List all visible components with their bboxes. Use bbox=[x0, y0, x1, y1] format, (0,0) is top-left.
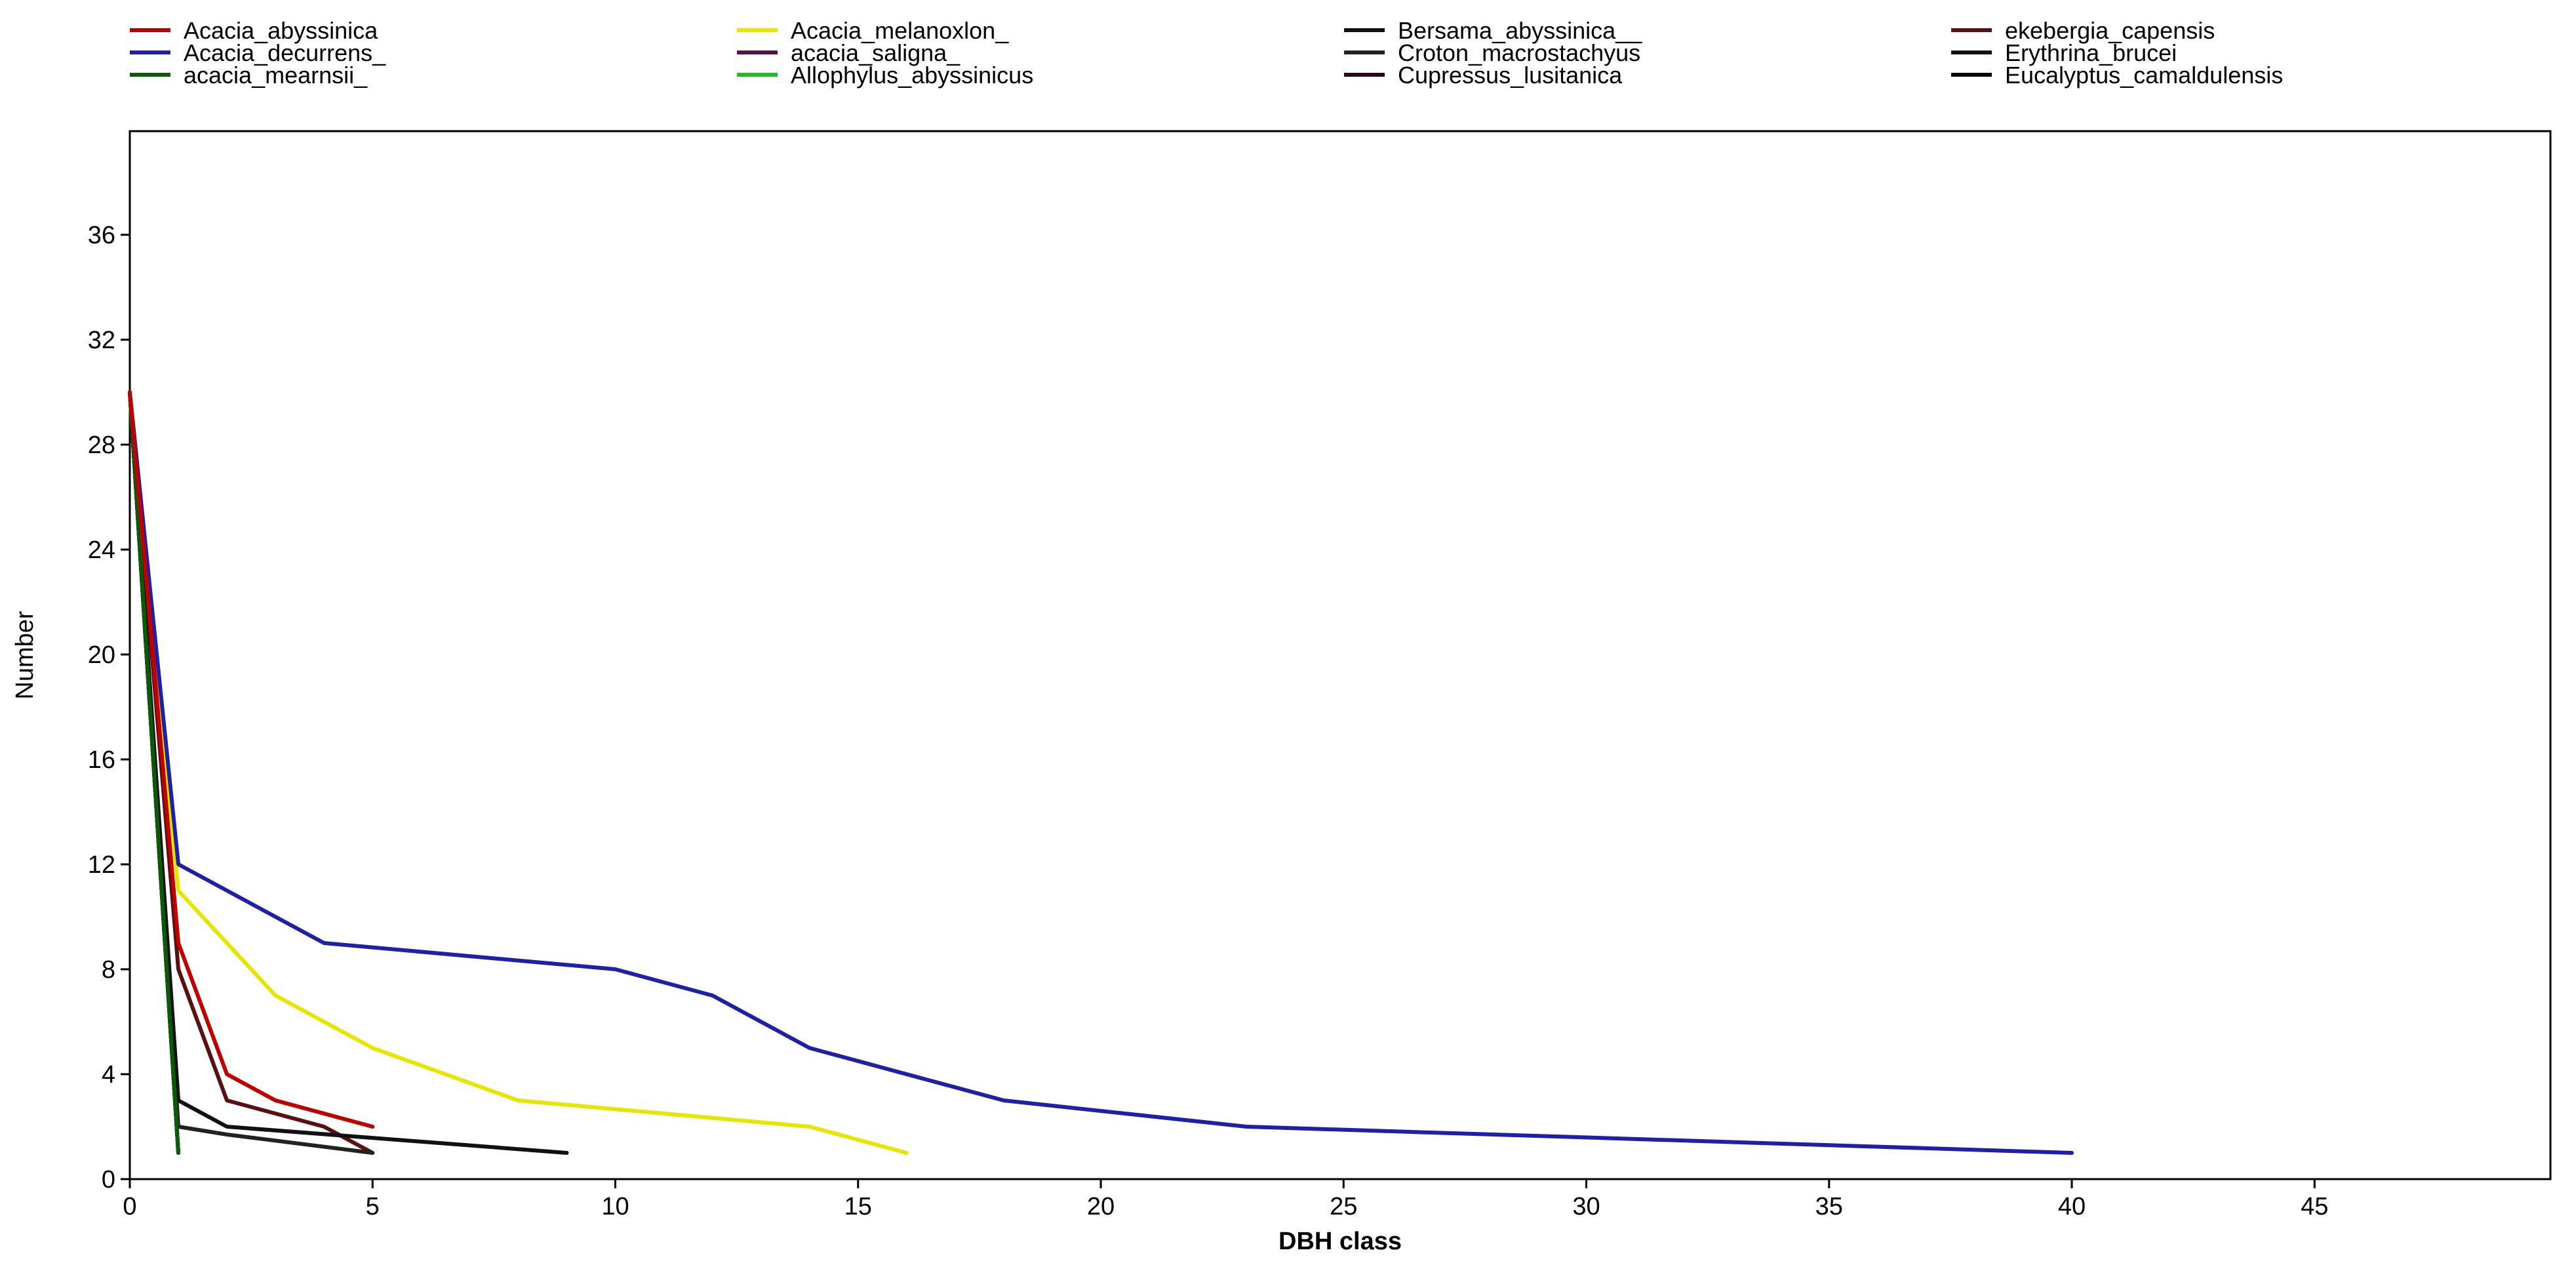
x-tick-label: 5 bbox=[366, 1193, 380, 1220]
legend-item: Acacia_decurrens_ bbox=[130, 39, 386, 66]
legend-item: acacia_mearnsii_ bbox=[130, 62, 368, 89]
legend-label: acacia_saligna_ bbox=[791, 39, 961, 66]
legend-label: ekebergia_capensis bbox=[2005, 17, 2215, 44]
legend-label: Acacia_abyssinica bbox=[184, 17, 378, 44]
legend-item: Acacia_abyssinica bbox=[130, 17, 378, 44]
legend-item: Eucalyptus_camaldulensis bbox=[1951, 62, 2283, 89]
x-tick-label: 0 bbox=[123, 1193, 136, 1220]
x-tick-label: 30 bbox=[1572, 1193, 1600, 1220]
legend-item: Bersama_abyssinica__ bbox=[1344, 17, 1642, 44]
y-tick-label: 0 bbox=[102, 1166, 115, 1194]
legend-item: Erythrina_brucei bbox=[1951, 39, 2177, 66]
legend-label: Bersama_abyssinica__ bbox=[1398, 17, 1642, 44]
series-line-acacia-melanoxlon bbox=[128, 390, 909, 1155]
series-line-acacia-abyssinica bbox=[128, 390, 375, 1129]
y-tick-label: 24 bbox=[88, 536, 115, 564]
y-axis: 0 4 8 12 16 20 24 28 32 36 bbox=[88, 222, 130, 1194]
y-tick-label: 36 bbox=[88, 222, 115, 249]
x-axis: 0 5 10 15 20 25 30 35 40 45 bbox=[123, 1179, 2328, 1220]
x-tick-label: 20 bbox=[1087, 1193, 1115, 1220]
x-tick-label: 25 bbox=[1330, 1193, 1357, 1220]
legend-item: Cupressus_lusitanica bbox=[1344, 62, 1623, 89]
legend-label: Eucalyptus_camaldulensis bbox=[2005, 62, 2283, 89]
legend-item: Acacia_melanoxlon_ bbox=[737, 17, 1009, 44]
legend-item: acacia_saligna_ bbox=[737, 39, 961, 66]
y-axis-label: Number bbox=[11, 611, 39, 699]
series-line-bersama-abyssinica bbox=[128, 390, 569, 1155]
y-tick-label: 20 bbox=[88, 641, 115, 669]
legend-item: Croton_macrostachyus bbox=[1344, 39, 1640, 66]
legend-label: Acacia_melanoxlon_ bbox=[791, 17, 1009, 44]
series-line-acacia-decurrens bbox=[128, 390, 2074, 1155]
y-tick-label: 32 bbox=[88, 327, 115, 354]
legend-label: Croton_macrostachyus bbox=[1398, 39, 1640, 66]
series-line-acacia-mearnsii bbox=[128, 390, 181, 1155]
y-tick-label: 16 bbox=[88, 746, 115, 774]
legend-item: Allophylus_abyssinicus bbox=[737, 62, 1033, 89]
x-tick-label: 45 bbox=[2301, 1193, 2328, 1220]
y-tick-label: 12 bbox=[88, 851, 115, 879]
x-tick-label: 15 bbox=[844, 1193, 872, 1220]
x-axis-label: DBH class bbox=[1278, 1228, 1402, 1255]
legend-label: Acacia_decurrens_ bbox=[184, 39, 386, 66]
plot-area bbox=[129, 130, 2552, 1180]
x-tick-label: 40 bbox=[2058, 1193, 2086, 1220]
y-tick-label: 8 bbox=[102, 956, 115, 984]
y-tick-label: 28 bbox=[88, 432, 115, 459]
legend-label: Allophylus_abyssinicus bbox=[791, 62, 1033, 89]
legend-label: Cupressus_lusitanica bbox=[1398, 62, 1623, 89]
legend-label: acacia_mearnsii_ bbox=[184, 62, 368, 89]
y-tick-label: 4 bbox=[102, 1061, 115, 1089]
series-layer bbox=[128, 390, 2074, 1155]
x-tick-label: 35 bbox=[1815, 1193, 1843, 1220]
x-tick-label: 10 bbox=[601, 1193, 629, 1220]
legend-label: Erythrina_brucei bbox=[2005, 39, 2177, 66]
legend-item: ekebergia_capensis bbox=[1951, 17, 2215, 44]
legend: Acacia_abyssinicaAcacia_decurrens_acacia… bbox=[130, 17, 2283, 89]
